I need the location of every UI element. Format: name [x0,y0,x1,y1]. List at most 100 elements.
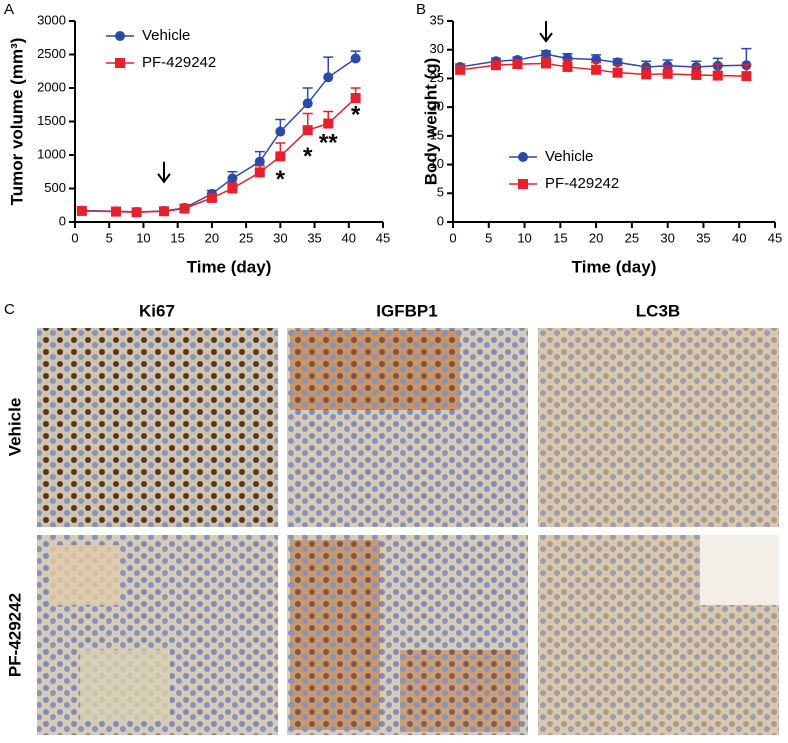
data-point [712,70,723,81]
y-tick-label: 1000 [37,146,66,161]
data-point [76,205,87,216]
image [538,328,779,527]
x-tick-label: 25 [625,230,639,245]
stain [400,650,520,732]
data-point [512,59,523,70]
data-point [111,206,122,217]
x-tick-label: 15 [170,230,184,245]
data-point [741,71,752,82]
data-point [158,206,169,217]
data-point [227,173,238,184]
x-tick-label: 5 [485,230,492,245]
data-point [541,49,552,60]
data-point [323,72,334,83]
x-tick-label: 20 [589,230,603,245]
line [81,97,357,214]
legend-marker [115,31,125,41]
x-tick-label: 5 [106,230,113,245]
line [81,57,357,213]
legend-marker [518,179,528,189]
data-point [562,53,573,64]
data-point [254,156,265,167]
y-tick-label: 2000 [37,79,66,94]
column-header: IGFBP1 [376,301,437,320]
y-tick-label: 5 [437,185,444,200]
x-axis-title: Time (day) [572,257,657,276]
legend-label: Vehicle [545,148,593,165]
legend-label: Vehicle [142,27,190,44]
arrow [157,161,171,184]
data-point [227,183,238,194]
stain [290,540,380,730]
panel-label: C [4,301,15,318]
row-header: Vehicle [5,398,24,457]
x-tick-label: 35 [307,230,321,245]
x-tick-label: 30 [273,230,287,245]
image [37,328,278,527]
data-point [541,58,552,69]
data-point [691,69,702,80]
data-point [302,98,313,109]
series [455,57,752,82]
data-point [275,126,286,137]
x-axis-title: Time (day) [187,257,272,276]
x-tick-label: 40 [732,230,746,245]
legend-marker [518,152,528,162]
column-header: Ki67 [139,301,175,320]
y-tick-label: 30 [430,41,444,56]
x-tick-label: 45 [768,230,782,245]
legend-marker [115,58,125,68]
y-tick-label: 15 [430,127,444,142]
legend-label: PF-429242 [142,54,216,71]
data-point [591,64,602,75]
panel-label: A [4,1,14,18]
histology-images [37,328,779,735]
y-tick-label: 3000 [37,12,66,27]
data-point [641,69,652,80]
data-point [302,125,313,136]
y-axis-title: Tumor volume (mm³) [7,38,26,206]
data-point [131,207,142,218]
y-tick-label: 500 [44,180,66,195]
y-tick-label: 0 [437,213,444,228]
data-point [350,93,361,104]
x-tick-label: 15 [553,230,567,245]
data-point [206,192,217,203]
stain [50,545,120,605]
panel-label: B [416,1,426,18]
data-point [275,151,286,162]
x-tick-label: 30 [660,230,674,245]
y-tick-label: 10 [430,156,444,171]
line [460,62,747,77]
data-point [350,53,361,64]
data-point [562,61,573,72]
y-tick-label: 20 [430,99,444,114]
data-point [490,60,501,71]
row-header: PF-429242 [5,593,24,677]
data-point [179,203,190,214]
stain [80,650,170,720]
significance: ** [319,130,338,157]
series [76,87,361,218]
arrow [539,21,553,43]
y-tick-label: 25 [430,70,444,85]
stain [700,535,779,605]
x-tick-label: 20 [205,230,219,245]
x-tick-label: 0 [71,230,78,245]
x-tick-label: 45 [376,230,390,245]
y-tick-label: 1500 [37,113,66,128]
column-header: LC3B [636,301,680,320]
data-point [323,118,334,129]
data-point [254,167,265,178]
y-tick-label: 35 [430,12,444,27]
data-point [612,67,623,78]
x-tick-label: 35 [696,230,710,245]
data-point [455,64,466,75]
y-axis-title: Body weight (g) [421,58,440,185]
x-tick-label: 0 [449,230,456,245]
x-tick-label: 10 [517,230,531,245]
y-tick-label: 0 [59,213,66,228]
legend-label: PF-429242 [545,175,619,192]
x-tick-label: 25 [239,230,253,245]
